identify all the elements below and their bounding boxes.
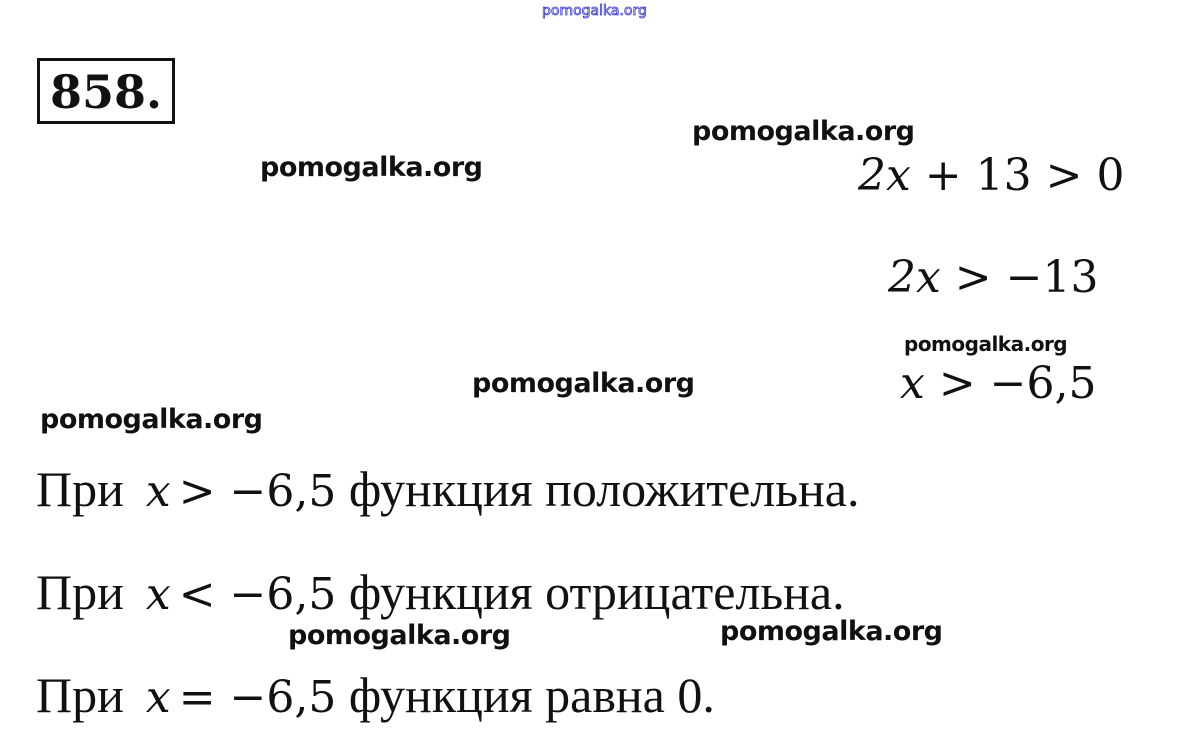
watermark: pomogalka.org xyxy=(692,116,915,147)
eq-rest: > −6,5 xyxy=(924,358,1097,409)
suffix: функция равна 0. xyxy=(336,667,715,723)
suffix: функция положительна. xyxy=(336,461,860,517)
watermark: pomogalka.org xyxy=(40,404,263,435)
prefix: При xyxy=(36,667,124,723)
watermark: pomogalka.org xyxy=(472,368,695,399)
prefix: При xyxy=(36,461,124,517)
relation: > −6,5 xyxy=(178,466,337,517)
equation-1: 2x + 13 > 0 xyxy=(858,150,1124,201)
equation-3: x > −6,5 xyxy=(900,358,1097,409)
relation: = −6,5 xyxy=(178,672,337,723)
conclusion-line-1: При x > −6,5 функция положительна. xyxy=(36,460,859,518)
relation: < −6,5 xyxy=(178,569,337,620)
watermark: pomogalka.org xyxy=(720,616,943,647)
watermark-top: pomogalka.org xyxy=(542,3,648,20)
suffix: функция отрицательна. xyxy=(336,564,845,620)
eq-var: 2x xyxy=(888,252,941,303)
var: x xyxy=(145,466,171,517)
var: x xyxy=(145,672,171,723)
equation-2: 2x > −13 xyxy=(888,252,1099,303)
problem-number: 858. xyxy=(37,58,175,124)
conclusion-line-3: При x = −6,5 функция равна 0. xyxy=(36,666,715,724)
var: x xyxy=(145,569,171,620)
conclusion-line-2: При x < −6,5 функция отрицательна. xyxy=(36,563,845,621)
eq-var: 2x xyxy=(858,150,911,201)
eq-rest: + 13 > 0 xyxy=(910,150,1125,201)
eq-rest: > −13 xyxy=(940,252,1099,303)
eq-var: x xyxy=(900,358,925,409)
watermark: pomogalka.org xyxy=(904,332,1068,356)
watermark: pomogalka.org xyxy=(288,620,511,651)
prefix: При xyxy=(36,564,124,620)
watermark: pomogalka.org xyxy=(260,152,483,183)
